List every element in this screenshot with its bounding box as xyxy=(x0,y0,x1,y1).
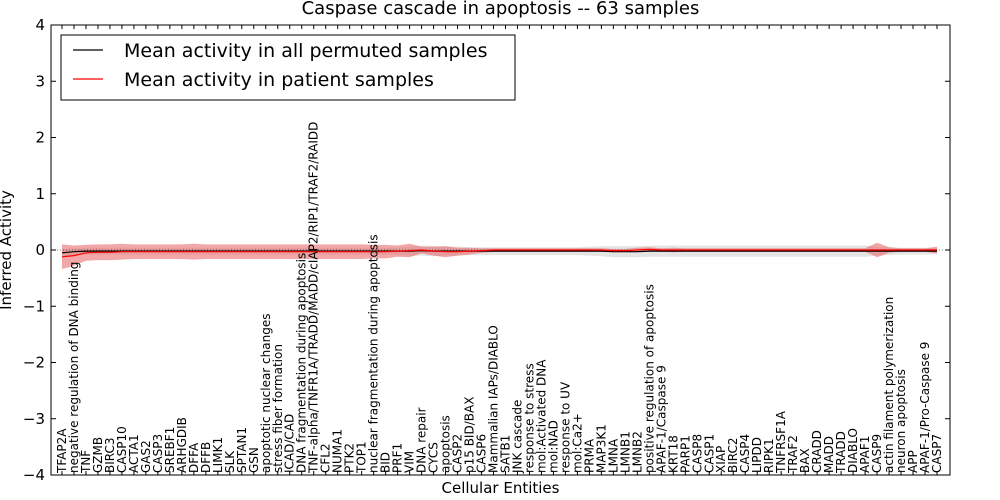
x-category-label: JNK cascade xyxy=(511,400,525,474)
confidence-bands xyxy=(51,242,950,270)
x-category-label: APAF1 xyxy=(858,436,872,473)
x-category-label: CASP8 xyxy=(690,434,704,473)
x-category-label: APP xyxy=(906,450,920,473)
x-category-label: KRT18 xyxy=(666,435,680,473)
chart-title: Caspase cascade in apoptosis -- 63 sampl… xyxy=(302,0,700,19)
x-category-label: LIPDD xyxy=(750,437,764,473)
series-line-patient xyxy=(61,248,937,258)
x-category-label: CASP6 xyxy=(475,434,489,473)
x-category-label: Mammalian IAPs/DIABLO xyxy=(487,325,501,473)
x-category-label: TNF-alpha/TNFR1A/TRADD/MADD/cIAP2/RIP1/T… xyxy=(307,122,321,474)
x-category-label: mol:Activated DNA xyxy=(535,359,549,473)
x-category-label: GSN xyxy=(247,447,261,473)
y-tick-label: 2 xyxy=(35,129,45,147)
x-category-label: CYCS xyxy=(427,442,441,473)
x-category-label: response to UV xyxy=(558,381,572,473)
x-category-label: ARHGDIB xyxy=(175,417,189,473)
x-category-label: NUMA1 xyxy=(331,429,345,473)
x-category-label: BID xyxy=(379,452,393,473)
x-category-label: SLK xyxy=(223,450,237,473)
x-category-label: TRADD xyxy=(834,431,848,474)
x-category-label: TRAF2 xyxy=(786,435,800,474)
x-category-label: LMNB2 xyxy=(630,431,644,473)
y-tick-label: 1 xyxy=(35,185,45,203)
x-category-label: actin filament polymerization xyxy=(882,297,896,473)
x-category-label: MAP3K1 xyxy=(594,424,608,473)
x-category-label: TFAP2A xyxy=(55,428,69,474)
x-category-label: DNA fragmentation during apoptosis xyxy=(295,253,309,473)
y-tick-label: 0 xyxy=(35,241,45,259)
plot-frame xyxy=(50,24,951,476)
x-category-label: apoptotic nuclear changes xyxy=(259,314,273,473)
y-tick-label: 4 xyxy=(35,16,45,34)
y-tick-label: −4 xyxy=(23,466,45,484)
x-category-label: CASP7 xyxy=(930,434,944,473)
x-category-label: SATB1 xyxy=(499,435,513,473)
x-category-label: TNF xyxy=(79,450,93,474)
x-category-label: LMNA xyxy=(606,438,620,473)
band-patient xyxy=(62,242,937,270)
x-category-label: stress fiber formation xyxy=(271,344,285,473)
x-category-label: BAX xyxy=(798,448,812,473)
x-category-label: DFFB xyxy=(199,442,213,473)
x-category-label: TOP1 xyxy=(355,441,369,474)
series-lines xyxy=(61,248,937,258)
x-category-label: GAS2 xyxy=(139,440,153,473)
x-category-label: SPTAN1 xyxy=(235,427,249,473)
legend: Mean activity in all permuted samples Mea… xyxy=(60,34,516,101)
x-category-label: nuclear fragmentation during apoptosis xyxy=(367,234,381,473)
legend-entry: Mean activity in patient samples xyxy=(124,69,434,91)
x-category-label: neuron apoptosis xyxy=(894,369,908,473)
x-category-label: ICAD/CAD xyxy=(283,414,297,473)
x-category-label: DNA repair xyxy=(415,407,429,473)
x-category-label: mol:NAD xyxy=(546,420,560,473)
x-category-label: CRADD xyxy=(810,430,824,473)
y-tick-label: −3 xyxy=(23,410,45,428)
x-category-label: APAF-1/Pro-Caspase 9 xyxy=(918,342,932,473)
y-tick-label: 3 xyxy=(35,72,45,90)
y-axis-ticks: −4 −3 −2 −1 0 1 2 3 4 xyxy=(23,16,950,484)
x-category-label: CASP10 xyxy=(115,426,129,473)
x-category-label: GZMB xyxy=(91,437,105,473)
x-category-label: CASP3 xyxy=(151,434,165,473)
y-tick-label: −1 xyxy=(23,297,45,315)
x-category-label: p15 BID/BAX xyxy=(463,397,477,473)
x-category-label: ACTA1 xyxy=(127,434,141,473)
x-category-label: RIPK1 xyxy=(762,438,776,473)
x-category-label: positive regulation of apoptosis xyxy=(642,284,656,473)
x-category-label: apoptosis xyxy=(439,415,453,473)
x-category-label: CASP1 xyxy=(702,434,716,473)
x-category-label: MADD xyxy=(822,436,836,473)
x-category-label: VIM xyxy=(403,451,417,473)
x-category-label: LIMK1 xyxy=(211,437,225,473)
x-category-label: PTK2 xyxy=(343,443,357,473)
x-category-label: DIABLO xyxy=(846,428,860,473)
x-category-label: TNFRSF1A xyxy=(774,410,788,474)
x-category-label: CFL2 xyxy=(319,443,333,473)
x-category-label: negative regulation of DNA binding xyxy=(67,262,81,473)
x-axis-label: Cellular Entities xyxy=(442,479,560,497)
legend-entry: Mean activity in all permuted samples xyxy=(124,40,487,62)
x-category-label: CASP9 xyxy=(870,434,884,473)
x-category-label: PRMA xyxy=(582,438,596,473)
x-category-label: XIAP xyxy=(714,446,728,473)
x-category-label: BIRC2 xyxy=(726,437,740,473)
x-category-label: BIRC3 xyxy=(103,437,117,473)
x-category-label: PARP1 xyxy=(678,435,692,473)
x-category-label: SREBF1 xyxy=(163,427,177,473)
x-category-label: LMNB1 xyxy=(618,431,632,473)
x-category-label: PRF1 xyxy=(391,443,405,473)
x-category-label: response to stress xyxy=(523,363,537,473)
x-category-label: CASP2 xyxy=(451,434,465,473)
x-category-label: APAF-1/Caspase 9 xyxy=(654,365,668,473)
y-axis-label: Inferred Activity xyxy=(0,190,15,310)
y-tick-label: −2 xyxy=(23,354,45,372)
x-category-label: DFFA xyxy=(187,442,201,473)
legend-box xyxy=(60,34,516,101)
x-category-label: CASP4 xyxy=(738,434,752,473)
x-category-label: mol:Ca2+ xyxy=(570,413,584,473)
